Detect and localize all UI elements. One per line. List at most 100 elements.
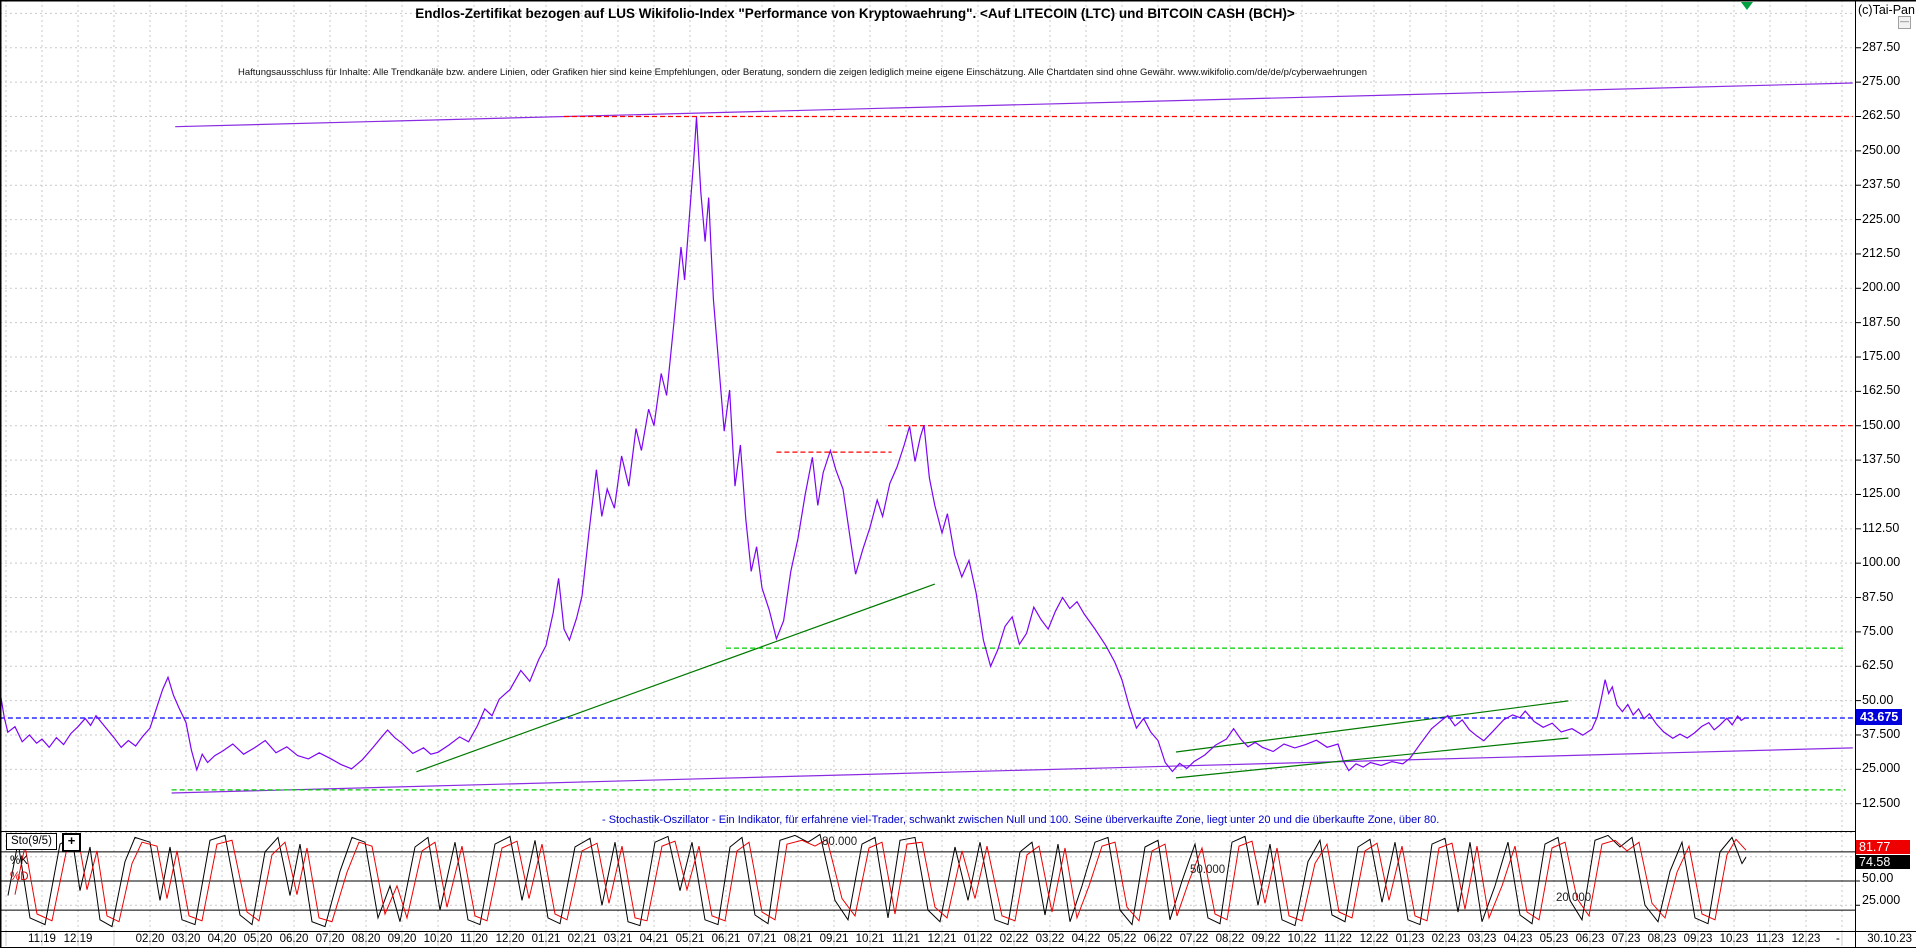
add-indicator-button[interactable]: + (62, 833, 81, 852)
time-axis-label: 12.19 (63, 933, 93, 945)
copyright-label: (c)Tai-Pan (1858, 3, 1915, 17)
time-axis-label: 02.22 (999, 933, 1029, 945)
time-axis-label: 09.22 (1251, 933, 1281, 945)
time-axis-label: 02.21 (567, 933, 597, 945)
time-axis-label: 03.21 (603, 933, 633, 945)
time-axis-label: 11.21 (892, 933, 920, 945)
price-axis-label: 12.500 (1862, 795, 1901, 810)
time-axis-label: 02.23 (1431, 933, 1461, 945)
time-axis-label: 11.19 (28, 933, 56, 945)
time-axis-label: 07.21 (747, 933, 777, 945)
time-axis-label: 07.20 (315, 933, 345, 945)
time-axis-label: 03.23 (1467, 933, 1497, 945)
time-axis-label: 11.20 (460, 933, 488, 945)
price-axis-label: 200.00 (1862, 280, 1901, 295)
price-axis-label: 125.00 (1862, 486, 1901, 501)
price-axis-label: 287.50 (1862, 39, 1901, 54)
price-axis-label: 112.50 (1862, 520, 1900, 535)
purple-channel-top (175, 82, 1853, 128)
stochastic-description: - Stochastik-Oszillator - Ein Indikator,… (602, 814, 1440, 826)
time-axis-label: 07.22 (1179, 933, 1209, 945)
price-axis-label: 175.00 (1862, 349, 1901, 363)
percent-d-legend: %D (10, 871, 29, 883)
price-axis-label: 87.50 (1862, 589, 1894, 604)
time-axis-label: 08.22 (1215, 933, 1245, 945)
time-axis-label: 06.22 (1143, 933, 1173, 945)
price-axis-label: 275.00 (1862, 74, 1901, 89)
price-axis-label: 75.00 (1862, 623, 1894, 638)
time-axis-gap-marker: - (1836, 933, 1840, 945)
time-axis-label: 05.23 (1539, 933, 1569, 945)
price-axis-label: 212.50 (1862, 245, 1901, 260)
time-axis-label: 01.21 (531, 933, 561, 945)
time-axis-label: 08.21 (783, 933, 813, 945)
time-axis-label: 09.23 (1683, 933, 1713, 945)
time-axis-label: 12.20 (495, 933, 525, 945)
time-axis-label: 02.20 (135, 933, 165, 945)
time-axis-label: 09.20 (387, 933, 417, 945)
time-axis-label: 05.22 (1107, 933, 1137, 945)
time-axis-label: 12.23 (1791, 933, 1821, 945)
time-axis-label: 03.22 (1035, 933, 1065, 945)
price-axis-label: 162.50 (1862, 383, 1901, 398)
time-axis-label: 06.21 (711, 933, 741, 945)
time-axis-label: 06.23 (1575, 933, 1605, 945)
time-axis-label: 10.22 (1287, 933, 1317, 945)
price-line (0, 116, 1746, 773)
time-axis-label: 04.23 (1503, 933, 1533, 945)
sto-percent-k-line (7, 833, 1747, 928)
disclaimer-text: Haftungsausschluss für Inhalte: Alle Tre… (238, 67, 1368, 78)
last-date-label: 30.10.23 (1867, 933, 1912, 945)
percent-k-legend: %K (10, 855, 28, 867)
time-axis-label: 09.21 (819, 933, 849, 945)
stochastic-settings-button[interactable]: Sto(9/5) (6, 833, 57, 850)
price-axis-label: 50.00 (1862, 692, 1894, 707)
time-axis-label: 10.21 (855, 933, 885, 945)
price-axis-label: 62.50 (1862, 658, 1894, 673)
green-uptrend-2020-2021 (416, 583, 936, 773)
price-axis-label: 137.50 (1862, 452, 1901, 467)
price-axis-label: 37.500 (1862, 726, 1901, 741)
price-axis-label: 187.50 (1862, 314, 1901, 329)
price-axis-label: 250.00 (1862, 142, 1901, 157)
time-axis-label: 11.22 (1324, 933, 1352, 945)
sto-percent-d-line (14, 838, 1747, 923)
last-price-badge: 43.675 (1856, 709, 1903, 725)
time-axis-label: 04.21 (639, 933, 669, 945)
time-axis-label: 08.20 (351, 933, 381, 945)
time-axis-label: 10.20 (423, 933, 453, 945)
time-axis-label: 12.21 (927, 933, 957, 945)
sto-level-50-label: 50.000 (1190, 864, 1226, 876)
time-axis-label: 05.20 (243, 933, 273, 945)
sto-axis-tick-50: 50.00 (1862, 871, 1894, 885)
time-axis-label: 04.22 (1071, 933, 1101, 945)
chart-title: Endlos-Zertifikat bezogen auf LUS Wikifo… (415, 6, 1295, 21)
last-data-marker-icon (1740, 2, 1753, 10)
price-axis-label: 25.000 (1862, 761, 1901, 776)
price-axis-label: 150.00 (1862, 417, 1901, 432)
collapse-panel-icon[interactable]: — (1898, 16, 1911, 29)
price-axis-label: 100.00 (1862, 555, 1901, 570)
time-axis-label: 06.20 (279, 933, 309, 945)
time-axis-label: 07.23 (1611, 933, 1641, 945)
purple-channel-bottom (171, 747, 1853, 794)
time-axis-label: 03.20 (171, 933, 201, 945)
time-axis-label: 01.22 (963, 933, 993, 945)
sto-axis-tick-25: 25.000 (1862, 893, 1901, 907)
green-wedge-lower-2023 (1175, 737, 1569, 779)
price-axis-label: 237.50 (1862, 177, 1901, 192)
time-axis-label: 11.23 (1756, 933, 1784, 945)
sto-k-value-badge: 74.58 (1856, 855, 1910, 869)
sto-level-80-label: 80.000 (822, 836, 858, 848)
sto-d-value-badge: 81.77 (1856, 840, 1910, 854)
time-axis-label: 04.20 (207, 933, 237, 945)
time-axis-label: 10.23 (1719, 933, 1749, 945)
time-axis-label: 01.23 (1395, 933, 1425, 945)
time-axis-label: 08.23 (1647, 933, 1677, 945)
price-axis-label: 262.50 (1862, 108, 1901, 123)
green-wedge-upper-2023 (1175, 700, 1569, 753)
time-axis-label: 12.22 (1359, 933, 1389, 945)
time-axis-label: 05.21 (675, 933, 705, 945)
